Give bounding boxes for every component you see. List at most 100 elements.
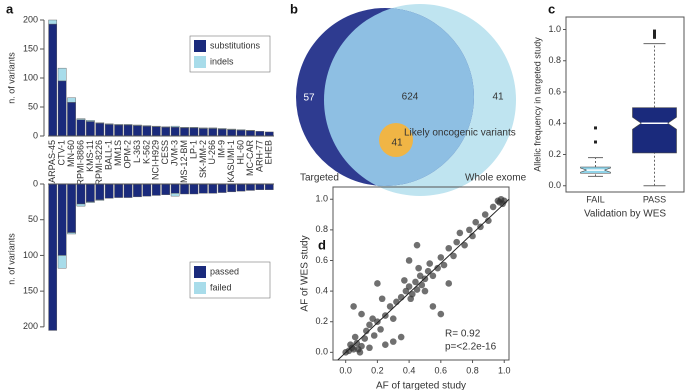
panel-label: b — [290, 1, 298, 16]
point — [445, 280, 453, 287]
bar-segment — [104, 183, 114, 199]
x-tick-label: KASUMI-1 — [226, 140, 236, 183]
point — [366, 344, 373, 352]
y-tick-label: 0 — [33, 130, 38, 140]
legend-label: substitutions — [210, 40, 261, 50]
point — [370, 332, 378, 339]
bar-segment — [208, 128, 218, 137]
bar-segment — [161, 127, 171, 137]
bar-segment — [199, 128, 208, 137]
bar-segment — [76, 183, 86, 205]
bar-segment — [123, 124, 133, 137]
x-tick-label: MC-CAR — [245, 140, 255, 176]
bar-segment — [76, 118, 86, 120]
point — [397, 293, 405, 301]
y-tick-label: 0.8 — [315, 224, 328, 234]
bar-segment — [264, 183, 274, 190]
point — [445, 244, 453, 252]
y-axis-title: n. of variants — [6, 52, 16, 104]
bar-segment — [142, 125, 152, 127]
legend-swatch — [194, 282, 206, 294]
point — [416, 272, 424, 280]
x-tick-label: HL-60 — [235, 140, 245, 165]
bar-segment — [161, 126, 171, 128]
x-tick-label: PASS — [643, 194, 666, 204]
legend-label: indels — [210, 56, 234, 66]
point — [426, 260, 434, 267]
venn-count: 624 — [402, 92, 419, 103]
outlier — [594, 126, 597, 130]
bar-segment — [199, 183, 208, 194]
bar-segment — [208, 127, 218, 129]
outlier — [653, 35, 656, 39]
point — [369, 315, 376, 322]
point — [374, 280, 381, 287]
bar-segment — [86, 183, 95, 203]
x-tick-label: CESS — [160, 140, 170, 165]
bar-segment — [142, 183, 152, 197]
bar-segment — [236, 129, 246, 137]
bar-segment — [217, 128, 227, 137]
point — [402, 287, 410, 295]
bar-segment — [180, 127, 189, 129]
y-tick-label: 200 — [23, 321, 38, 331]
point — [362, 327, 370, 335]
point — [382, 341, 389, 348]
outlier — [653, 31, 656, 35]
annotation: p=<2.2e-16 — [445, 342, 497, 353]
point — [347, 341, 354, 348]
point — [499, 200, 506, 208]
point — [429, 303, 437, 310]
x-tick-label: CTV-1 — [57, 140, 67, 166]
x-tick-label: FAIL — [586, 194, 605, 204]
x-tick-label: IM-9 — [217, 140, 227, 158]
point — [350, 345, 357, 353]
bar-segment — [76, 203, 86, 207]
bar-segment — [114, 183, 123, 198]
annotation: R= 0.92 — [445, 329, 481, 340]
y-tick-label: 0 — [33, 178, 38, 188]
outlier — [653, 32, 656, 36]
bar-segment — [170, 193, 180, 197]
point — [356, 349, 364, 356]
bar-segment — [255, 131, 265, 137]
bar-segment — [67, 97, 76, 103]
panel-label: c — [548, 1, 555, 16]
point — [466, 226, 473, 234]
bar-segment — [208, 183, 218, 194]
bar-segment — [199, 127, 208, 129]
y-tick-label: 0.2 — [548, 149, 561, 159]
venn-set-label: Likely oncogenic variants — [404, 128, 516, 139]
y-tick-label: 100 — [23, 72, 38, 82]
x-tick-label: JVM-3 — [170, 140, 180, 166]
y-tick-label: 50 — [28, 214, 38, 224]
bar-segment — [217, 183, 227, 193]
bar-segment — [48, 23, 58, 137]
x-tick-label: MN-60 — [66, 140, 76, 167]
x-tick-label: BALL-1 — [104, 140, 114, 170]
bar-segment — [180, 127, 189, 137]
bar-segment — [86, 121, 95, 137]
point — [407, 295, 414, 303]
point — [405, 257, 413, 264]
bar-segment — [227, 128, 236, 130]
panel-label: d — [318, 237, 326, 252]
x-tick-label: 1.0 — [498, 365, 511, 375]
bar-segment — [151, 183, 161, 196]
x-tick-label: 0.6 — [435, 365, 448, 375]
x-tick-label: LP-1 — [188, 140, 198, 159]
legend-label: passed — [210, 266, 239, 276]
x-tick-label: MM1S — [113, 140, 123, 166]
bar-segment — [227, 129, 236, 137]
point — [374, 318, 381, 326]
bar-segment — [170, 183, 180, 194]
bar-segment — [48, 183, 58, 331]
y-tick-label: 0.2 — [315, 316, 328, 326]
bar-segment — [95, 183, 105, 200]
legend-swatch — [194, 266, 206, 278]
x-tick-label: ARH-77 — [254, 140, 264, 172]
point — [350, 303, 357, 310]
bar-segment — [95, 122, 105, 124]
bar-segment — [227, 183, 236, 193]
